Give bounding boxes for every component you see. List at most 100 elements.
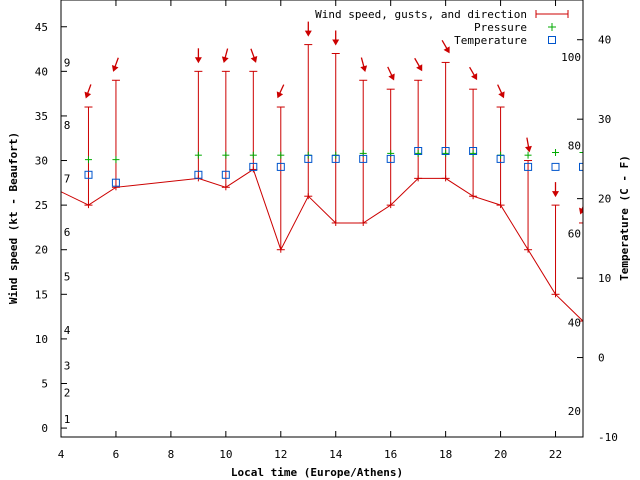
x-tick-label: 8 (168, 448, 175, 461)
x-tick-label: 18 (439, 448, 452, 461)
wind-direction-arrow (579, 200, 583, 215)
wind-direction-arrow-head (194, 57, 202, 64)
wind-direction-arrow-head (525, 145, 532, 153)
wind-direction-arrow-head (276, 91, 284, 99)
wind-direction-arrow-head (498, 91, 505, 99)
y-tick-label: 10 (35, 333, 48, 346)
wind-direction-arrow (332, 30, 340, 46)
wind-direction-arrow-head (111, 64, 119, 72)
wind-direction-arrow-head (443, 46, 450, 54)
wind-direction-arrow (221, 48, 229, 64)
wind-direction-arrow-head (552, 191, 559, 198)
temperature-point (221, 170, 230, 179)
x-tick-label: 14 (329, 448, 343, 461)
beaufort-label: 5 (64, 270, 71, 283)
temperature-point (194, 170, 203, 179)
y2-tick-label: 0 (598, 352, 605, 365)
y-tick-label: 25 (35, 199, 48, 212)
chart-marks (61, 21, 583, 325)
x-tick-label: 12 (274, 448, 287, 461)
y-tick-label: 20 (35, 244, 48, 257)
wind-direction-arrow-head (304, 30, 312, 37)
fahrenheit-label: 20 (568, 405, 581, 418)
temperature-point (441, 147, 450, 155)
wind-direction-arrow (497, 84, 505, 99)
temperature-point (84, 170, 93, 179)
beaufort-label: 3 (64, 360, 71, 373)
temperature-point (469, 147, 478, 155)
beaufort-label: 7 (64, 172, 71, 185)
wind-direction-arrow (414, 57, 423, 72)
legend-swatch-pressure (548, 23, 556, 31)
y-tick-label: 15 (35, 288, 48, 301)
temperature-point (551, 162, 560, 171)
x-tick-label: 4 (58, 448, 65, 461)
wind-direction-arrow-head (579, 207, 583, 215)
wind-direction-arrow (250, 48, 258, 63)
chart-axes: 4 6 8 10 12 14 16 18 20 2205101520253035404512345… (35, 0, 618, 461)
wind-direction-arrow (276, 84, 285, 99)
beaufort-label: 2 (64, 386, 71, 399)
wind-direction-arrow (111, 57, 119, 72)
legend-label-temperature: Temperature (454, 34, 527, 47)
fahrenheit-label: 80 (568, 139, 581, 152)
x-tick-label: 6 (113, 448, 120, 461)
wind-direction-arrow (469, 66, 478, 81)
x-tick-label: 22 (549, 448, 562, 461)
wind-direction-arrow (360, 57, 368, 73)
beaufort-label: 6 (64, 226, 71, 239)
beaufort-label: 4 (64, 324, 71, 337)
legend: Wind speed, gusts, and direction Pressur… (315, 8, 569, 47)
y2-tick-label: -10 (598, 431, 618, 444)
y2-tick-label: 10 (598, 272, 611, 285)
wind-direction-arrow-head (250, 55, 258, 63)
wind-direction-arrow-head (471, 73, 478, 81)
temperature-point (111, 178, 120, 187)
wind-direction-arrow-head (221, 56, 229, 64)
y-tick-label: 35 (35, 110, 48, 123)
fahrenheit-label: 40 (568, 317, 581, 330)
legend-swatch-temperature (548, 36, 556, 44)
beaufort-label: 9 (64, 56, 71, 69)
wind-direction-arrow-head (388, 73, 395, 81)
y-tick-label: 30 (35, 155, 48, 168)
wind-direction-arrow (84, 84, 92, 99)
wind-direction-arrow-head (84, 91, 92, 99)
temperature-point (414, 147, 423, 155)
y-tick-label: 5 (41, 377, 48, 390)
y2-tick-label: 30 (598, 113, 611, 126)
temperature-point (496, 154, 505, 163)
legend-label-pressure: Pressure (474, 21, 527, 34)
wind-direction-arrow (194, 48, 202, 64)
temperature-point (276, 162, 285, 171)
temperature-point (359, 154, 368, 163)
temperature-point (579, 162, 583, 171)
wind-direction-arrow-head (332, 39, 340, 46)
temperature-point (304, 154, 313, 163)
fahrenheit-label: 60 (568, 228, 581, 241)
y-tick-label: 0 (41, 422, 48, 435)
y2-tick-label: 40 (598, 34, 611, 47)
temperature-point (524, 162, 533, 171)
y-axis-label: Wind speed (kt - Beaufort) (7, 132, 20, 304)
temperature-point (249, 162, 258, 171)
x-tick-label: 16 (384, 448, 397, 461)
wind-direction-arrow-head (360, 65, 368, 73)
y-tick-label: 40 (35, 65, 48, 78)
y2-tick-label: 20 (598, 193, 611, 206)
plot-frame (60, 0, 584, 438)
temperature-point (331, 154, 340, 163)
wind-direction-arrow (441, 40, 450, 54)
y2-axis-label: Temperature (C - F) (618, 155, 631, 281)
fahrenheit-label: 100 (561, 51, 581, 64)
beaufort-label: 8 (64, 119, 71, 132)
wind-direction-arrow (304, 21, 312, 37)
wind-direction-arrow (525, 137, 532, 153)
wind-speed-line (61, 168, 583, 322)
wind-direction-arrow (387, 66, 395, 81)
x-tick-label: 10 (219, 448, 232, 461)
wind-direction-arrow-head (416, 64, 423, 72)
y-tick-label: 45 (35, 21, 48, 34)
